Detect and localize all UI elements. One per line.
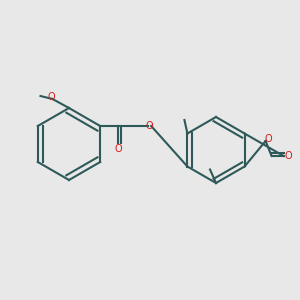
Text: O: O bbox=[146, 121, 154, 131]
Text: O: O bbox=[47, 92, 55, 103]
Text: O: O bbox=[284, 151, 292, 161]
Text: O: O bbox=[265, 134, 272, 145]
Text: O: O bbox=[114, 143, 122, 154]
